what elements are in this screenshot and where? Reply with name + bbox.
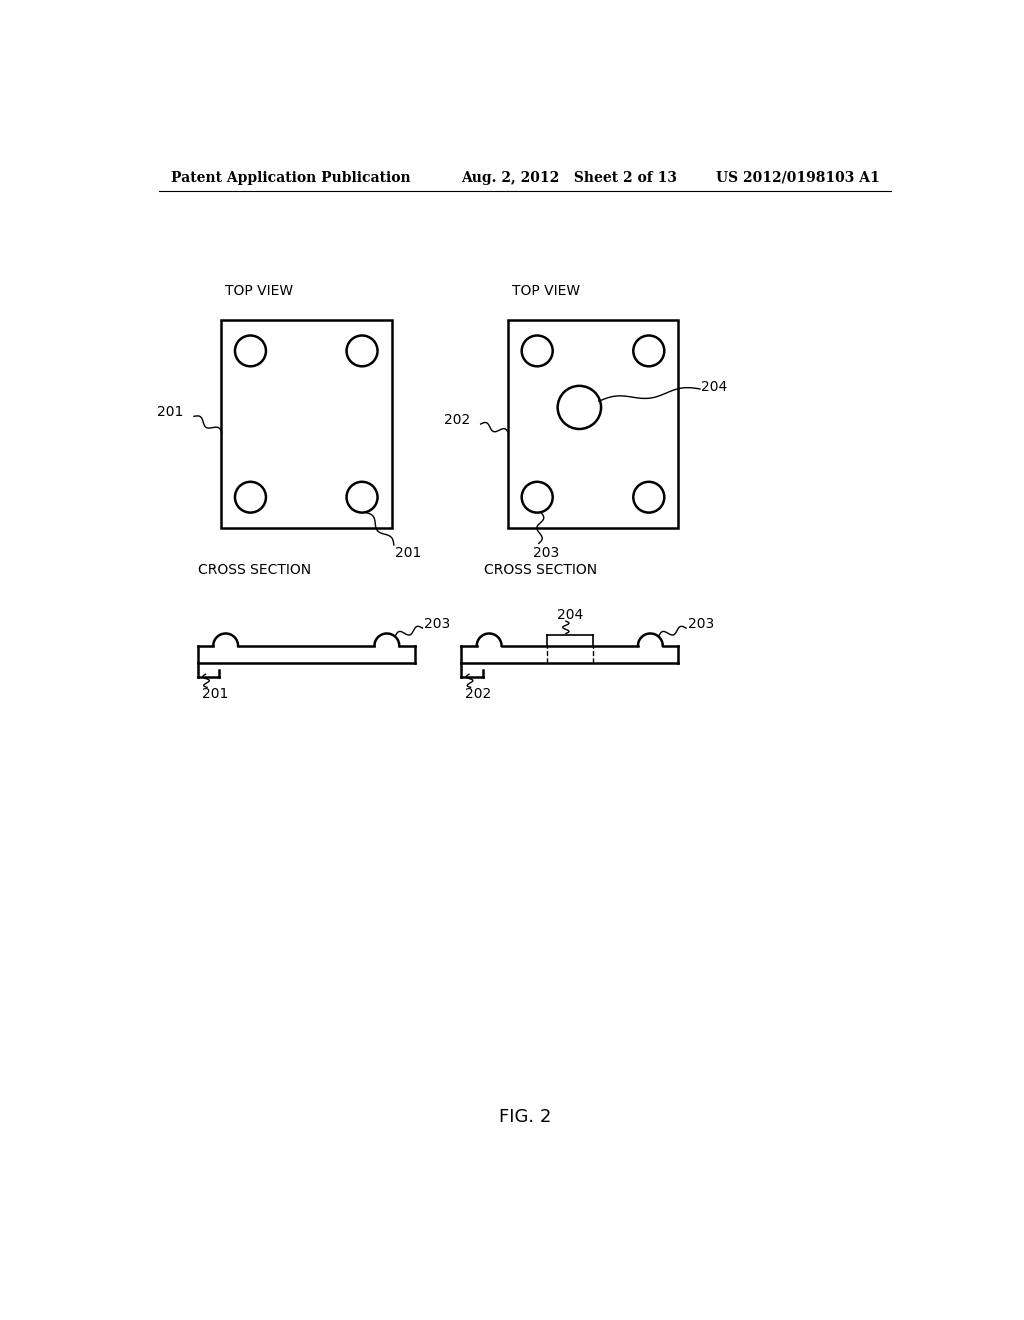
Text: 204: 204 [701, 380, 728, 393]
Bar [221, 321, 391, 528]
Text: TOP VIEW: TOP VIEW [225, 284, 293, 298]
Text: CROSS SECTION: CROSS SECTION [198, 564, 311, 577]
Text: TOP VIEW: TOP VIEW [512, 284, 580, 298]
Text: 204: 204 [557, 609, 583, 622]
Text: 202: 202 [444, 413, 471, 428]
Text: 203: 203 [424, 618, 451, 631]
Text: Patent Application Publication: Patent Application Publication [171, 170, 411, 185]
Text: 201: 201 [202, 686, 228, 701]
Text: US 2012/0198103 A1: US 2012/0198103 A1 [716, 170, 880, 185]
Text: Aug. 2, 2012   Sheet 2 of 13: Aug. 2, 2012 Sheet 2 of 13 [461, 170, 677, 185]
Text: 203: 203 [687, 618, 714, 631]
Polygon shape [461, 645, 678, 663]
Text: 201: 201 [158, 405, 183, 420]
Text: 203: 203 [534, 545, 559, 560]
Bar [508, 321, 678, 528]
Polygon shape [198, 645, 415, 663]
Text: CROSS SECTION: CROSS SECTION [484, 564, 598, 577]
Text: FIG. 2: FIG. 2 [499, 1107, 551, 1126]
Text: 202: 202 [465, 686, 492, 701]
Text: 201: 201 [395, 545, 422, 560]
